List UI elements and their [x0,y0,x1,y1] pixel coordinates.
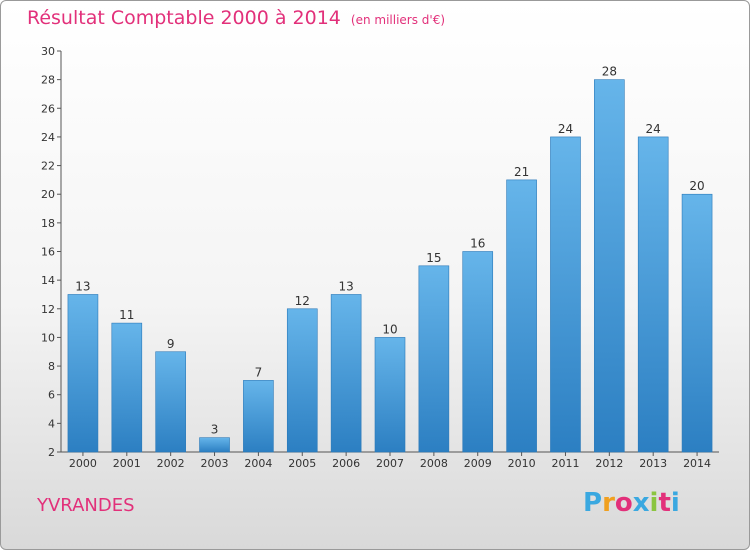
x-tick-label: 2004 [244,457,272,470]
bar [67,294,99,453]
x-tick-label: 2001 [113,457,141,470]
x-tick-label: 2013 [639,457,667,470]
x-tick-label: 2014 [683,457,711,470]
bar [199,437,230,453]
bar-value-label: 3 [211,423,219,437]
bar-value-label: 21 [514,165,529,179]
y-tick-label: 14 [41,274,55,287]
bar-value-label: 9 [167,337,175,351]
y-tick-label: 18 [41,217,55,230]
y-tick-label: 4 [48,417,55,430]
logo-letter: r [602,488,615,518]
logo-letter: o [614,488,633,518]
x-tick-label: 2000 [69,457,97,470]
bar [330,294,362,453]
bar-value-label: 11 [119,308,134,322]
x-tick-label: 2012 [595,457,623,470]
y-tick-label: 16 [41,246,55,259]
bar-value-label: 13 [338,279,353,293]
bar-value-label: 7 [255,365,263,379]
bar-value-label: 10 [382,322,397,336]
x-tick-label: 2010 [508,457,536,470]
bar-value-label: 20 [689,179,704,193]
bar-value-label: 16 [470,237,485,251]
x-tick-label: 2005 [288,457,316,470]
y-tick-label: 2 [48,446,55,459]
bar [637,136,669,453]
chart-subtitle: (en milliers d'€) [350,13,446,27]
bar-value-label: 24 [646,122,661,136]
logo-letter: P [583,488,603,518]
y-tick-label: 8 [48,360,55,373]
bar [111,322,143,453]
logo-letter: t [658,488,671,518]
bar [550,136,581,453]
bar [155,351,186,453]
bar-value-label: 13 [75,279,90,293]
x-tick-label: 2007 [376,457,404,470]
bar [594,79,625,453]
chart-labels: 13 2000 11 2001 9 2002 3 2003 7 2004 12 2005 13 2006 1… [69,65,711,470]
chart-title-text: Résultat Comptable 2000 à 2014 [27,7,341,29]
logo-letter: x [632,488,650,518]
x-tick-label: 2003 [201,457,229,470]
x-tick-label: 2002 [157,457,185,470]
bar [506,179,537,453]
bar [374,337,406,453]
y-tick-label: 28 [41,74,55,87]
y-tick-label: 20 [41,188,55,201]
logo-letter: i [649,488,659,518]
y-tick-label: 22 [41,160,55,173]
chart-title: Résultat Comptable 2000 à 2014 (en millie… [27,7,445,29]
bar [286,308,318,453]
bar-value-label: 15 [426,251,441,265]
y-tick-label: 30 [41,45,55,58]
x-tick-label: 2008 [420,457,448,470]
bar [462,251,494,453]
bar-value-label: 24 [558,122,573,136]
x-tick-label: 2009 [464,457,492,470]
chart-bars [67,79,713,453]
x-tick-label: 2006 [332,457,360,470]
proxiti-logo[interactable]: Proxiti [583,488,680,518]
y-tick-label: 10 [41,331,55,344]
y-tick-label: 24 [41,131,55,144]
logo-letter: i [670,488,680,518]
bar-value-label: 12 [295,294,310,308]
x-tick-label: 2011 [551,457,579,470]
y-tick-label: 6 [48,389,55,402]
bar [418,265,450,453]
bar-value-label: 28 [602,65,617,79]
y-tick-label: 26 [41,102,55,115]
commune-name: YVRANDES [37,495,135,516]
bar [681,193,713,453]
y-tick-label: 12 [41,303,55,316]
bar [243,380,274,453]
